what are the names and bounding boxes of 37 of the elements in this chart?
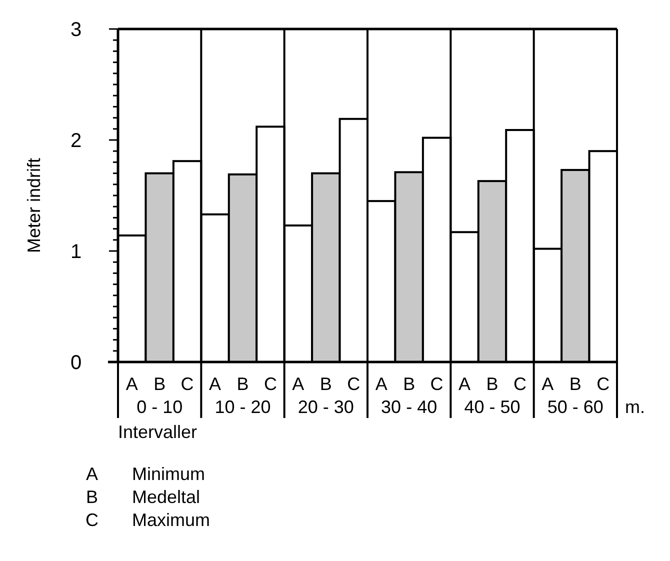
text: Medeltal <box>132 487 200 507</box>
x-tick-label: 50 - 60 <box>547 397 604 417</box>
x-tick-label: 0 - 10 <box>136 397 183 417</box>
series-label: C <box>180 374 194 394</box>
text: A <box>375 374 388 394</box>
y-axis-title: Meter indrift <box>24 158 44 254</box>
text: C <box>513 374 526 394</box>
text: B <box>486 374 498 394</box>
y-tick-label: 2 <box>70 130 82 152</box>
text: B <box>403 374 416 394</box>
text: C <box>86 510 98 530</box>
text: C <box>264 374 277 394</box>
text: m. <box>625 397 645 417</box>
y-tick-label: 3 <box>70 19 82 41</box>
x-tick-label: 10 - 20 <box>214 397 271 417</box>
text: B <box>569 374 582 394</box>
text: C <box>596 374 610 394</box>
x-axis-title: Intervaller <box>118 422 198 442</box>
text: Maximum <box>132 510 210 530</box>
x-tick-label: 30 - 40 <box>381 397 438 417</box>
series-label: A <box>126 374 138 394</box>
y-tick-label: 0 <box>70 352 82 374</box>
x-tick-label: 40 - 50 <box>464 397 520 417</box>
text: A <box>209 374 222 394</box>
x-tick-label: 20 - 30 <box>298 397 354 417</box>
text: A <box>86 464 98 484</box>
text: C <box>347 374 360 394</box>
text: A <box>542 374 554 394</box>
text: A <box>292 374 304 394</box>
y-tick-label: 1 <box>70 241 82 263</box>
series-label: B <box>154 374 166 394</box>
text: Minimum <box>132 464 206 484</box>
text: A <box>458 374 471 394</box>
text: C <box>430 374 444 394</box>
text: B <box>86 487 98 507</box>
text: B <box>236 374 249 394</box>
text: B <box>320 374 332 394</box>
